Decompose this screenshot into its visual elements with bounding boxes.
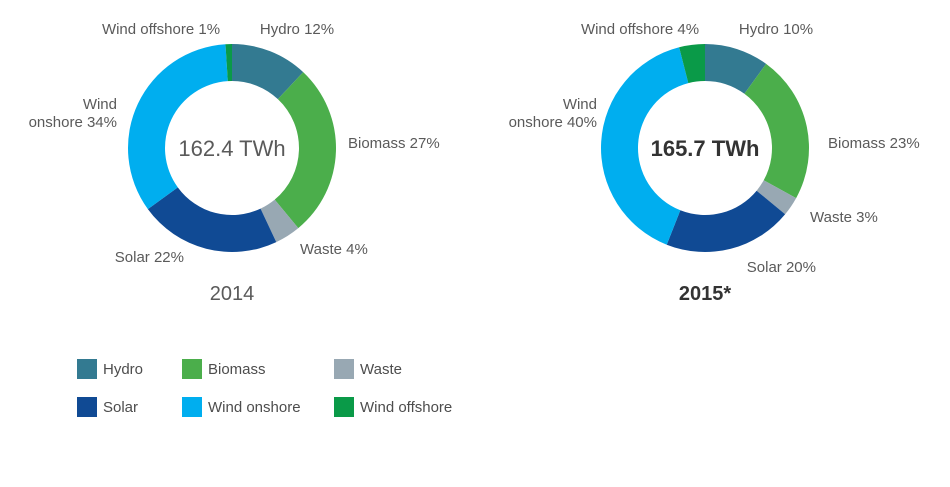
slice-label-wind-offshore-2015: Wind offshore 4%: [581, 21, 699, 38]
legend-item-waste: Waste: [334, 357, 402, 381]
legend-item-solar: Solar: [77, 395, 138, 419]
slice-wind-offshore-2015: [679, 44, 705, 84]
legend-label-wind-onshore: Wind onshore: [208, 398, 301, 416]
year-label-2014: 2014: [210, 283, 255, 305]
legend-swatch-waste: [334, 359, 354, 379]
year-label-2015: 2015*: [679, 283, 731, 305]
slice-label-hydro-2014: Hydro 12%: [260, 21, 334, 38]
legend-item-hydro: Hydro: [77, 357, 143, 381]
slice-label-waste-2015: Waste 3%: [810, 209, 878, 226]
slice-waste-2015: [756, 180, 797, 215]
slice-label-biomass-2015: Biomass 23%: [828, 135, 920, 152]
legend-label-waste: Waste: [360, 360, 402, 378]
legend-swatch-wind-onshore: [182, 397, 202, 417]
slice-label-wind-onshore-2015: Wind onshore 40%: [509, 96, 597, 131]
legend-label-hydro: Hydro: [103, 360, 144, 378]
slice-label-solar-2015: Solar 20%: [747, 259, 816, 276]
slice-solar-2015: [666, 190, 786, 252]
slice-label-waste-2014: Waste 4%: [300, 241, 368, 258]
slice-biomass-2015: [744, 63, 809, 199]
legend-swatch-wind-offshore: [334, 397, 354, 417]
slice-wind-onshore-2015: [601, 47, 689, 245]
legend-label-biomass: Biomass: [208, 360, 266, 378]
slice-hydro-2015: [705, 44, 767, 94]
slice-biomass-2014: [274, 72, 337, 229]
legend-swatch-solar: [77, 397, 97, 417]
legend-item-wind-offshore: Wind offshore: [334, 395, 452, 419]
legend-item-wind-onshore: Wind onshore: [182, 395, 301, 419]
legend-label-solar: Solar: [103, 398, 139, 416]
donut-chart-2015: Hydro 10% Biomass 23% Waste 3% Solar 20% Win…: [509, 21, 920, 305]
center-total-2015: 165.7 TWh: [651, 136, 760, 161]
slice-label-solar-2014: Solar 22%: [115, 249, 184, 266]
slice-label-hydro-2015: Hydro 10%: [739, 21, 813, 38]
center-total-2014: 162.4 TWh: [178, 136, 285, 161]
slice-solar-2014: [147, 187, 277, 253]
legend: Hydro Biomass Waste Solar Wind onshore W…: [77, 355, 497, 435]
slice-waste-2014: [260, 199, 299, 243]
slice-hydro-2014: [232, 44, 304, 100]
donut-chart-2014: Hydro 12% Biomass 27% Waste 4% Solar 22% Win…: [29, 21, 440, 305]
legend-label-wind-offshore: Wind offshore: [360, 398, 453, 416]
slice-wind-onshore-2014: [127, 44, 228, 210]
legend-swatch-hydro: [77, 359, 97, 379]
slice-label-biomass-2014: Biomass 27%: [348, 135, 440, 152]
legend-item-biomass: Biomass: [182, 357, 266, 381]
legend-swatch-biomass: [182, 359, 202, 379]
slice-label-wind-offshore-2014: Wind offshore 1%: [102, 21, 220, 38]
slice-label-wind-onshore-2014: Wind onshore 34%: [29, 96, 117, 131]
slice-wind-offshore-2014: [225, 44, 232, 82]
